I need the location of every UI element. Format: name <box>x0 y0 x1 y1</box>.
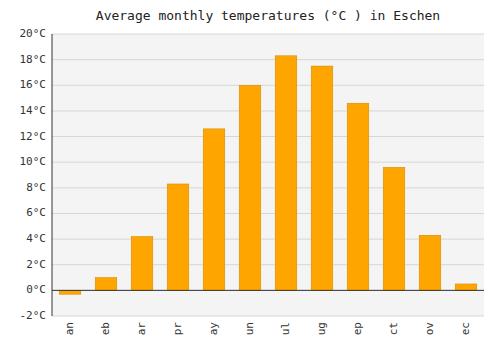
y-tick-label: 4°C <box>26 232 46 245</box>
bar <box>311 66 333 290</box>
y-tick-label: 10°C <box>20 155 47 168</box>
bar <box>167 184 189 290</box>
x-axis-line <box>52 290 484 291</box>
bar <box>419 235 441 290</box>
y-tick-label: 12°C <box>20 130 47 143</box>
grid-line <box>52 316 484 317</box>
y-tick-label: 6°C <box>26 206 46 219</box>
x-tick-label: pr <box>171 322 184 336</box>
grid-line <box>52 110 484 111</box>
bar <box>95 278 117 291</box>
y-tick-label: 18°C <box>20 53 47 66</box>
chart-container: -2°C 0°C 2°C 4°C 6°C 8°C 10°C 12°C 14°C 16°C 18°C 2… <box>0 0 500 350</box>
grid-line <box>52 136 484 137</box>
x-tick-label: ar <box>135 322 148 336</box>
grid-line <box>52 34 484 35</box>
bar <box>347 103 369 290</box>
bar <box>275 56 297 291</box>
bar <box>59 290 81 294</box>
y-tick-label: 2°C <box>26 258 46 271</box>
x-tick-label: ug <box>315 322 328 335</box>
bar <box>383 167 405 290</box>
x-tick-label: an <box>63 322 76 335</box>
y-tick-label: 8°C <box>26 181 46 194</box>
title: Average monthly temperatures (°C ) in Es… <box>96 8 440 23</box>
bar <box>455 284 477 290</box>
grid-line <box>52 162 484 163</box>
x-tick-label: ec <box>459 322 472 335</box>
x-tick-label: ul <box>279 322 292 335</box>
x-tick-label: ov <box>423 322 436 336</box>
x-tick-label: ay <box>207 322 220 336</box>
y-tick-label: 20°C <box>20 27 47 40</box>
y-tick-label: 0°C <box>26 283 46 296</box>
y-axis: -2°C 0°C 2°C 4°C 6°C 8°C 10°C 12°C 14°C 16°C 18°C 2… <box>20 27 485 322</box>
y-axis-line <box>52 34 53 316</box>
grid-line <box>52 59 484 60</box>
bar <box>239 85 261 290</box>
y-tick-label: -2°C <box>20 309 47 322</box>
y-tick-label: 16°C <box>20 78 47 91</box>
grid-line <box>52 187 484 188</box>
x-tick-label: eb <box>99 322 112 335</box>
bars <box>59 56 477 294</box>
y-tick-label: 14°C <box>20 104 47 117</box>
x-tick-label: ct <box>387 322 400 335</box>
x-axis: an eb ar pr ay un ul ug ep ct ov ec <box>63 322 472 336</box>
grid-line <box>52 85 484 86</box>
chart: -2°C 0°C 2°C 4°C 6°C 8°C 10°C 12°C 14°C 16°C 18°C 2… <box>0 0 500 350</box>
x-tick-label: un <box>243 322 256 335</box>
bar <box>203 129 225 291</box>
bar <box>131 237 153 291</box>
plot-background <box>52 34 484 316</box>
grid-line <box>52 290 484 291</box>
x-tick-label: ep <box>351 322 364 335</box>
grid-line <box>52 213 484 214</box>
